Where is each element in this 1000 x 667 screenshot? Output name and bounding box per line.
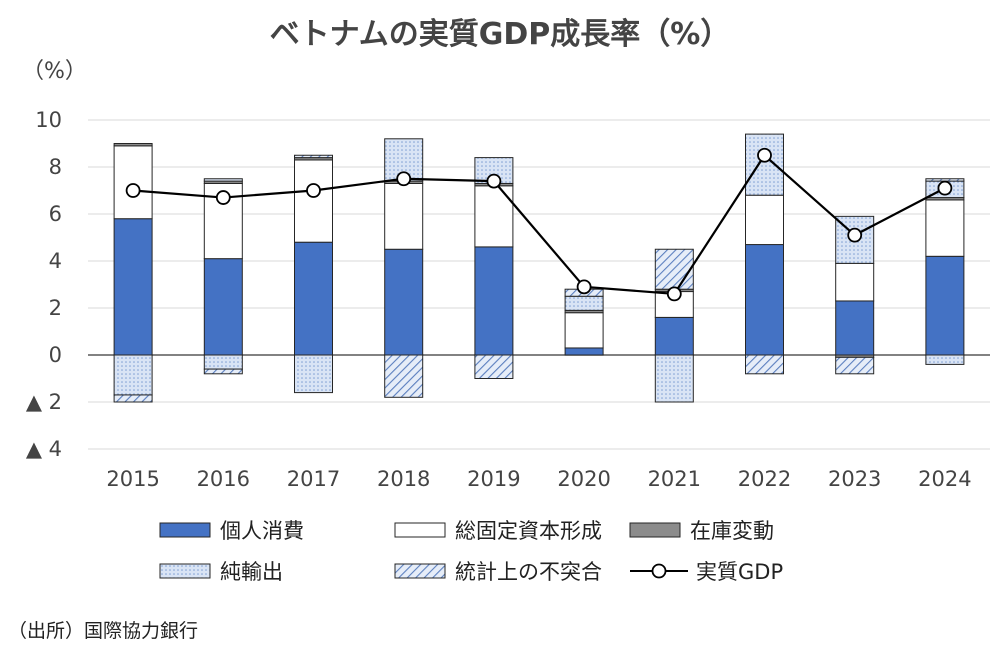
gdp-point-2021 xyxy=(666,286,682,302)
legend-label-discrepancy: 統計上の不突合 xyxy=(455,560,602,584)
chart-title: ベトナムの実質GDP成長率（%） xyxy=(270,17,731,52)
bar-discrepancy-2021 xyxy=(654,248,694,290)
legend-label-net_exports: 純輸出 xyxy=(220,560,283,584)
bar-personal-2017 xyxy=(294,241,333,356)
gdp-point-2024 xyxy=(937,180,953,196)
y-axis-ticks: 10 8 6 4 2 0 ▲ 2 ▲ 4 xyxy=(26,108,62,461)
bar-personal-2022 xyxy=(745,244,784,356)
gdp-line-path xyxy=(133,153,946,296)
y-tick-label-3: 4 xyxy=(49,249,62,273)
gdp-point-2015 xyxy=(125,183,141,198)
x-tick-label-2022: 2022 xyxy=(738,467,791,491)
bar-personal-2018 xyxy=(384,248,424,356)
legend-swatch-inventory xyxy=(629,522,681,538)
legend-label-inventory: 在庫変動 xyxy=(690,519,774,543)
y-tick-label-6: ▲ 2 xyxy=(26,390,62,414)
bar-personal-2024 xyxy=(925,255,965,356)
bar-net_exports-2020 xyxy=(564,295,604,311)
y-tick-label-4: 2 xyxy=(49,296,62,320)
x-axis-ticks: 2015 2016 2017 2018 2019 2020 2021 2022 2023 2024 xyxy=(106,467,971,491)
legend-label-gdp: 実質GDP xyxy=(696,560,783,584)
bar-investment-2024 xyxy=(925,199,965,257)
bar-investment-2015 xyxy=(113,145,153,220)
x-tick-label-2017: 2017 xyxy=(287,467,340,491)
y-tick-label-5: 0 xyxy=(49,343,62,367)
bar-investment-2022 xyxy=(745,194,784,246)
gdp-line xyxy=(125,147,953,302)
legend-label-personal: 個人消費 xyxy=(220,519,304,543)
bar-net_exports-2015 xyxy=(113,354,153,396)
legend-swatch-net_exports xyxy=(159,563,211,579)
gdp-point-2016 xyxy=(215,190,231,205)
legend-label-investment: 総固定資本形成 xyxy=(455,519,602,543)
y-tick-label-0: 10 xyxy=(35,108,62,132)
gdp-point-2017 xyxy=(306,183,321,198)
bar-net_exports-2016 xyxy=(203,354,243,370)
legend-swatch-personal xyxy=(159,522,211,538)
bar-discrepancy-2016 xyxy=(203,368,243,375)
y-tick-label-1: 8 xyxy=(49,155,62,179)
gdp-point-2022 xyxy=(757,147,772,163)
bar-discrepancy-2017 xyxy=(294,154,333,159)
bar-personal-2019 xyxy=(474,246,514,356)
bar-investment-2023 xyxy=(835,262,875,302)
bar-discrepancy-2023 xyxy=(835,356,875,375)
bar-net_exports-2016-pos xyxy=(203,178,243,182)
bar-inventory-2015 xyxy=(113,143,153,147)
x-tick-label-2015: 2015 xyxy=(106,467,159,491)
legend-swatch-discrepancy xyxy=(394,563,446,579)
bar-discrepancy-2019 xyxy=(474,354,514,379)
x-tick-label-2020: 2020 xyxy=(557,467,610,491)
x-tick-label-2018: 2018 xyxy=(377,467,430,491)
bar-personal-2023 xyxy=(835,300,875,356)
bar-personal-2020 xyxy=(564,347,604,356)
bar-personal-2015 xyxy=(113,218,153,356)
y-tick-label-7: ▲ 4 xyxy=(26,437,62,461)
bar-net_exports-2024 xyxy=(925,354,965,365)
x-tick-label-2016: 2016 xyxy=(197,467,250,491)
bar-discrepancy-2022 xyxy=(745,354,784,375)
bar-personal-2021 xyxy=(654,316,694,356)
bar-net_exports-2022-pos xyxy=(745,133,784,196)
bar-discrepancy-2015 xyxy=(113,394,153,403)
bar-investment-2020 xyxy=(564,312,604,349)
gdp-point-2023 xyxy=(847,227,863,243)
x-tick-label-2024: 2024 xyxy=(918,467,971,491)
x-tick-label-2019: 2019 xyxy=(467,467,520,491)
bar-discrepancy-2018 xyxy=(384,354,424,398)
legend-swatch-gdp-marker xyxy=(651,563,667,579)
bar-personal-2016 xyxy=(203,258,243,356)
gdp-point-2018 xyxy=(396,171,412,187)
source-note: （出所）国際協力銀行 xyxy=(8,620,199,642)
gdp-point-2019 xyxy=(486,173,502,189)
gdp-point-2020 xyxy=(576,279,592,295)
bar-net_exports-2021 xyxy=(654,354,694,403)
bar-investment-2018 xyxy=(384,182,424,250)
x-tick-label-2023: 2023 xyxy=(828,467,881,491)
bar-net_exports-2017 xyxy=(294,354,333,394)
bar-investment-2017 xyxy=(294,159,333,243)
bar-investment-2019 xyxy=(474,185,514,248)
y-axis-unit-label: （%） xyxy=(22,59,87,84)
legend-swatch-investment xyxy=(394,522,446,538)
y-tick-label-2: 6 xyxy=(49,202,62,226)
bar-discrepancy-2024 xyxy=(925,178,965,182)
x-tick-label-2021: 2021 xyxy=(648,467,701,491)
bars xyxy=(113,133,965,403)
